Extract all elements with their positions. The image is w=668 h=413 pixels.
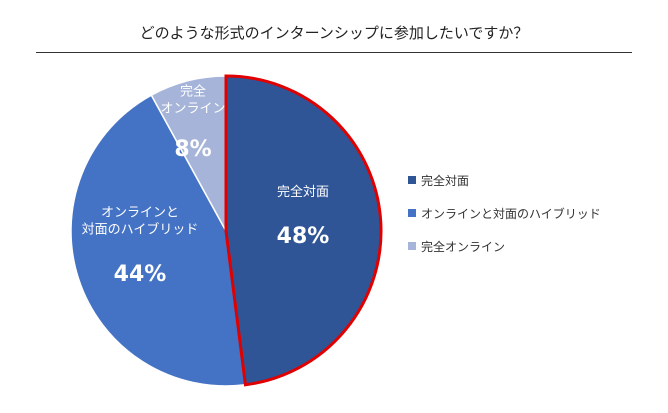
legend-item: 完全オンライン	[408, 238, 601, 254]
legend-item: オンラインと対面のハイブリッド	[408, 205, 601, 221]
slice-value-label: 44%	[114, 262, 167, 287]
legend-swatch-icon	[408, 242, 416, 250]
highlight-outline	[224, 74, 383, 387]
title-divider	[36, 52, 632, 53]
pie-slice	[70, 94, 247, 387]
legend-item: 完全対面	[408, 172, 601, 188]
slice-category-label: オンライン	[160, 102, 225, 117]
slice-category-label: 対面のハイブリッド	[82, 222, 199, 238]
legend-label: 完全対面	[421, 173, 470, 188]
legend-swatch-icon	[408, 176, 416, 184]
slice-category-label: 完全	[180, 84, 206, 100]
legend-swatch-icon	[408, 209, 416, 217]
slice-value-label: 8%	[174, 137, 211, 162]
slice-category-label: オンラインと	[101, 206, 179, 221]
slice-category-label: 完全対面	[277, 184, 329, 200]
legend-label: 完全オンライン	[421, 239, 506, 254]
chart-legend: 完全対面 オンラインと対面のハイブリッド 完全オンライン	[408, 172, 601, 271]
chart-title: どのような形式のインターンシップに参加したいですか？	[139, 24, 529, 42]
slice-value-label: 48%	[277, 224, 330, 249]
legend-label: オンラインと対面のハイブリッド	[421, 206, 601, 221]
